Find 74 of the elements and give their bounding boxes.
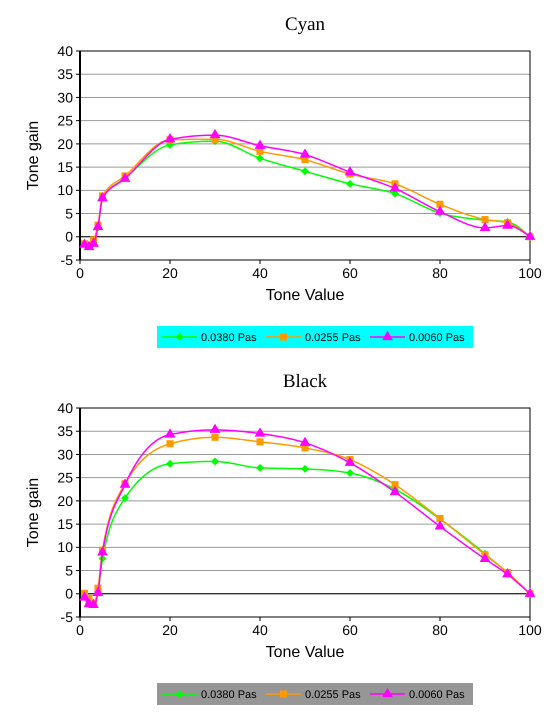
point [254, 140, 266, 149]
point [300, 436, 310, 446]
x-axis-title: Tone Value [266, 644, 345, 661]
point [434, 205, 446, 215]
chart-title: Black [282, 371, 328, 392]
point [210, 128, 220, 138]
y-tick-label: 10 [57, 182, 74, 198]
point [301, 464, 309, 473]
point [210, 424, 220, 433]
point [480, 552, 490, 562]
point [480, 222, 490, 232]
x-tick-label: 40 [252, 265, 268, 281]
x-tick-label: 0 [76, 265, 84, 281]
y-tick-label: 40 [57, 400, 74, 416]
y-tick-label: 35 [57, 66, 74, 82]
y-tick-label: 15 [57, 516, 74, 532]
x-tick-label: 100 [518, 265, 542, 281]
legend-label: 0.0060 Pas [409, 688, 466, 701]
x-tick-label: 80 [432, 622, 448, 638]
point [166, 440, 174, 448]
y-tick-label: 40 [57, 42, 74, 59]
x-tick-label: 100 [518, 622, 542, 638]
y-tick-label: 10 [57, 539, 74, 556]
x-axis-title: Tone Value [266, 287, 345, 304]
y-tick-label: 30 [57, 446, 74, 462]
y-tick-label: 0 [65, 586, 74, 602]
y-tick-label: 20 [57, 492, 74, 509]
y-tick-label: 35 [57, 423, 74, 440]
point [390, 182, 400, 192]
x-tick-label: 0 [76, 622, 84, 638]
point [211, 457, 219, 466]
y-tick-label: 20 [57, 136, 74, 152]
point [436, 200, 444, 208]
point [434, 520, 446, 530]
legend-label: 0.0060 Pas [409, 332, 466, 344]
x-tick-label: 20 [162, 622, 178, 638]
point [346, 180, 354, 188]
y-axis-title: Tone gain [25, 478, 42, 548]
point [502, 219, 513, 229]
y-tick-label: 0 [65, 228, 74, 245]
point [301, 167, 309, 176]
point [344, 456, 356, 466]
x-tick-label: 40 [252, 622, 268, 638]
x-tick-label: 60 [342, 622, 358, 638]
point [254, 427, 266, 437]
point [211, 434, 219, 441]
y-tick-label: 25 [57, 470, 74, 486]
y-tick-label: 30 [57, 89, 74, 106]
y-axis-title: Tone gain [25, 120, 42, 190]
legend-label: 0.0380 Pas [201, 332, 258, 344]
legend-label: 0.0380 Pas [201, 688, 258, 701]
point [166, 460, 174, 468]
point [121, 494, 129, 502]
point [164, 428, 176, 438]
y-tick-label: 15 [57, 159, 74, 176]
point [256, 154, 264, 162]
y-tick-label: 25 [57, 112, 74, 129]
y-tick-label: 5 [65, 562, 74, 578]
point [256, 438, 264, 446]
point [391, 481, 399, 488]
point [300, 148, 310, 158]
y-tick-label: 5 [65, 205, 74, 222]
x-tick-label: 20 [162, 265, 178, 281]
y-tick-label: -5 [60, 252, 74, 268]
x-tick-label: 60 [342, 265, 358, 281]
point [164, 133, 176, 142]
point [344, 166, 356, 176]
x-tick-label: 80 [432, 265, 448, 281]
chart-title: Cyan [284, 14, 326, 35]
point [346, 469, 354, 478]
y-tick-label: -5 [60, 608, 74, 625]
legend-label: 0.0255 Pas [305, 688, 362, 701]
legend-label: 0.0255 Pas [305, 332, 362, 344]
point [256, 464, 264, 472]
